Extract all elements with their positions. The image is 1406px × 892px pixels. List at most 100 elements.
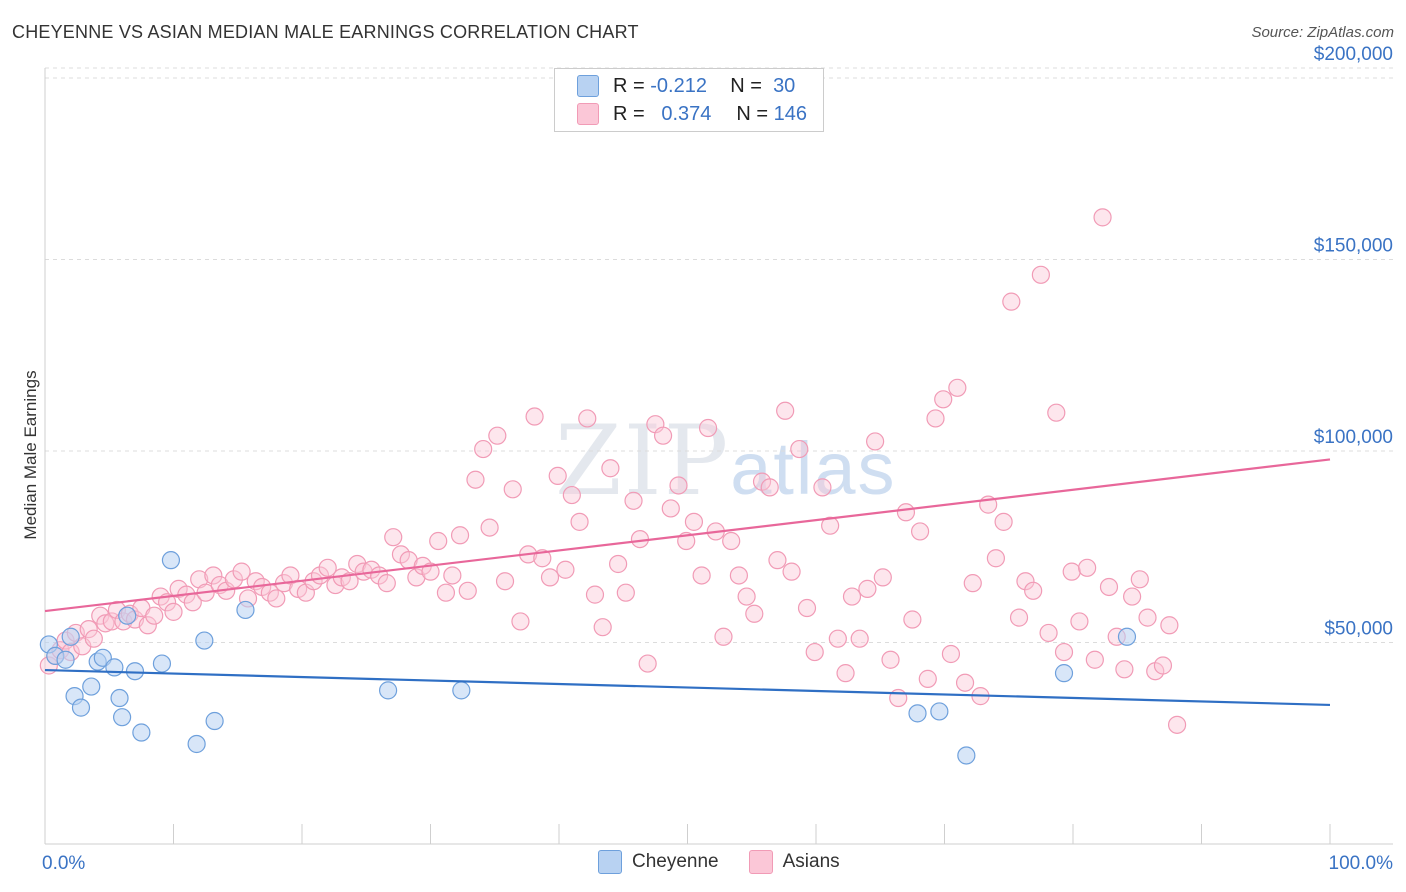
asians-point [145,606,164,625]
asians-point [994,512,1013,531]
y-tick-label: $50,000 [1324,619,1393,640]
asians-point [850,629,869,648]
cheyenne-point [82,677,101,696]
asians-trend-line [44,458,1331,613]
asians-point [873,568,892,587]
asians-point [267,589,286,608]
asians-point [1039,623,1058,643]
asians-point [934,390,953,409]
y-tick-label: $150,000 [1314,236,1393,257]
n-label: N = [736,102,769,125]
asians-point [1130,570,1149,589]
asians-r-value: 0.374 [661,102,712,125]
asians-point [903,610,922,629]
asians-point [1115,660,1134,679]
cheyenne-point [957,746,976,765]
asians-legend-label: Asians [782,851,840,872]
asians-point [684,512,704,531]
chart-title: CHEYENNE VS ASIAN MEDIAN MALE EARNINGS C… [12,22,639,42]
asians-point [601,459,620,478]
asians-point [1160,616,1179,635]
asians-point [480,518,499,537]
asians-point [638,654,657,673]
asians-point [503,480,522,499]
cheyenne-point [1054,664,1074,683]
asians-point [805,642,824,662]
asians-point [669,476,688,495]
asians-point [466,470,485,489]
cheyenne-swatch [577,75,599,97]
cheyenne-point [61,627,80,646]
asians-point [593,618,612,637]
asians-point [232,562,251,581]
cheyenne-point [112,708,132,727]
asians-point [858,579,877,598]
x-tick-label: 0.0% [42,853,85,874]
asians-point [474,439,493,459]
asians-point [443,566,462,585]
cheyenne-point [152,654,172,673]
cheyenne-point [56,650,75,669]
cheyenne-point [452,681,471,700]
asians-point [714,627,733,646]
asians-point [1031,265,1050,284]
cheyenne-point [195,631,214,650]
asians-point [421,562,440,581]
asians-point [578,409,597,428]
asians-point [318,558,337,577]
asians-point [881,650,900,669]
asians-point [1024,581,1043,600]
asians-point [948,378,967,397]
cheyenne-point [161,551,181,570]
cheyenne-point [1117,627,1137,646]
asians-point [495,572,515,591]
cheyenne-point [110,688,129,708]
asians-n-value: 146 [773,102,807,125]
asians-point [866,432,885,451]
asians-point [836,664,855,683]
cheyenne-point [118,606,137,625]
asians-point [511,612,530,631]
asians-legend-swatch [748,850,773,874]
cheyenne-r-value: -0.212 [650,74,707,97]
asians-point [1123,587,1142,606]
asians-point [204,566,223,585]
asians-point [79,619,98,639]
source-credit: Source: ZipAtlas.com [1251,24,1394,41]
asians-point [813,478,832,497]
asians-point [1078,558,1097,577]
asians-point [776,401,795,420]
cheyenne-point [236,600,255,620]
legend-row-asians: R = 0.374 N = 146 [577,101,807,127]
cheyenne-point [71,698,91,717]
asians-point [698,418,718,438]
asians-point [525,407,544,426]
asians-point [1153,656,1173,675]
asians-point [1085,650,1104,669]
asians-point [436,583,456,602]
asians-point [540,568,560,587]
cheyenne-legend-swatch [598,850,622,874]
legend-item-cheyenne: Cheyenne [598,850,719,874]
cheyenne-point [125,662,145,681]
asians-point [910,522,930,541]
asians-point [1009,608,1029,627]
asians-swatch [577,103,599,125]
asians-point [281,566,300,585]
asians-point [1167,715,1187,734]
asians-point [797,598,817,618]
asians-point [729,566,749,585]
asians-point [84,629,103,648]
asians-point [963,574,982,593]
y-tick-label: $200,000 [1314,44,1393,65]
n-label: N = [730,74,762,97]
asians-point [896,503,916,522]
asians-point [458,581,477,600]
r-label: R = [613,74,645,97]
asians-point [340,572,359,591]
asians-point [986,549,1006,568]
asians-point [1047,403,1066,422]
asians-point [1099,577,1119,597]
asians-point [828,629,847,648]
